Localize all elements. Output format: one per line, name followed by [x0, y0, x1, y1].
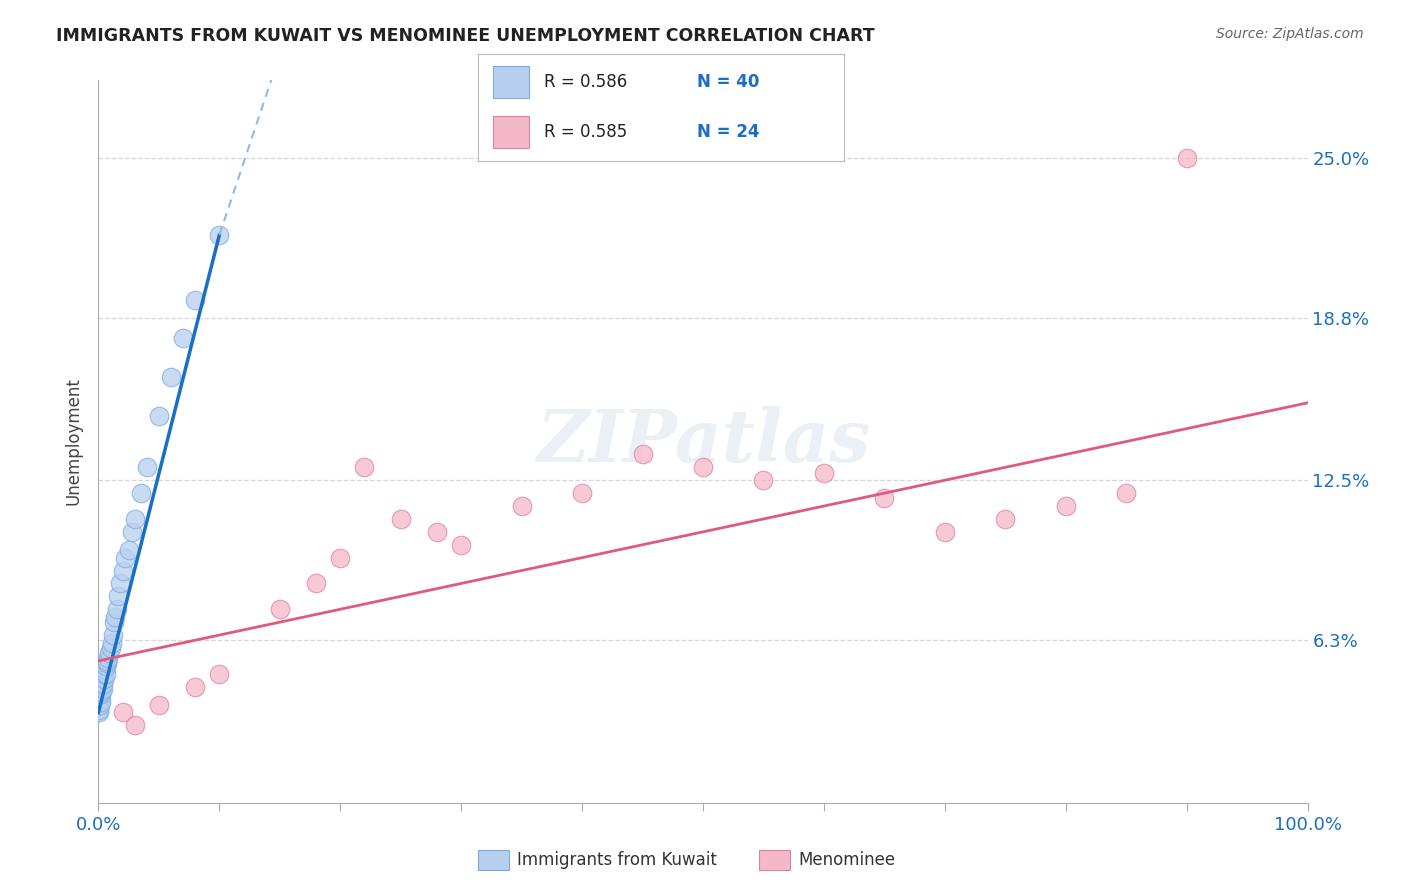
Y-axis label: Unemployment: Unemployment [65, 377, 83, 506]
Point [89, 692, 111, 706]
Point [90, 687, 112, 701]
Text: Source: ZipAtlas.com: Source: ZipAtlas.com [1216, 27, 1364, 41]
Point [96, 657, 118, 671]
Point [208, 228, 231, 243]
Text: N = 24: N = 24 [697, 123, 759, 141]
Point [172, 331, 194, 345]
Point [118, 542, 141, 557]
Point [1175, 151, 1198, 165]
Point [93, 672, 115, 686]
Point [101, 628, 124, 642]
Point [1054, 499, 1077, 513]
Point [571, 486, 593, 500]
Point [91, 680, 114, 694]
Point [108, 576, 131, 591]
Text: Immigrants from Kuwait: Immigrants from Kuwait [517, 851, 717, 869]
Point [510, 499, 533, 513]
Point [208, 666, 231, 681]
Text: R = 0.586: R = 0.586 [544, 73, 627, 91]
Point [121, 524, 143, 539]
Point [107, 590, 129, 604]
Text: IMMIGRANTS FROM KUWAIT VS MENOMINEE UNEMPLOYMENT CORRELATION CHART: IMMIGRANTS FROM KUWAIT VS MENOMINEE UNEM… [56, 27, 875, 45]
Point [813, 466, 835, 480]
Point [135, 460, 157, 475]
Point [752, 473, 775, 487]
Text: ZIPatlas: ZIPatlas [536, 406, 870, 477]
Text: R = 0.585: R = 0.585 [544, 123, 627, 141]
Point [89, 703, 111, 717]
Point [103, 615, 125, 630]
Point [129, 486, 152, 500]
Point [90, 685, 112, 699]
Point [124, 718, 146, 732]
Text: N = 40: N = 40 [697, 73, 759, 91]
Point [305, 576, 328, 591]
Point [269, 602, 291, 616]
Point [631, 447, 654, 461]
Point [934, 524, 956, 539]
Point [329, 550, 352, 565]
Point [184, 293, 207, 307]
Point [111, 564, 134, 578]
Point [97, 651, 120, 665]
Point [91, 682, 114, 697]
Point [98, 646, 121, 660]
Point [100, 640, 122, 655]
Point [93, 666, 115, 681]
Point [94, 666, 117, 681]
Point [148, 409, 170, 423]
Point [426, 524, 449, 539]
Text: Menominee: Menominee [799, 851, 896, 869]
Point [114, 550, 136, 565]
Point [160, 370, 183, 384]
Point [104, 610, 127, 624]
Point [89, 698, 111, 712]
Point [94, 662, 117, 676]
Point [389, 512, 412, 526]
Point [96, 659, 118, 673]
Point [111, 706, 134, 720]
FancyBboxPatch shape [492, 116, 529, 148]
Point [873, 491, 896, 506]
Point [90, 695, 112, 709]
Point [124, 512, 146, 526]
Point [100, 636, 122, 650]
Point [105, 602, 128, 616]
Point [89, 692, 111, 706]
Point [91, 677, 114, 691]
Point [1115, 486, 1137, 500]
Point [994, 512, 1017, 526]
Point [450, 538, 472, 552]
FancyBboxPatch shape [492, 66, 529, 98]
Point [353, 460, 375, 475]
Point [184, 680, 207, 694]
Point [148, 698, 170, 712]
Point [87, 706, 110, 720]
Point [692, 460, 714, 475]
Point [96, 654, 118, 668]
